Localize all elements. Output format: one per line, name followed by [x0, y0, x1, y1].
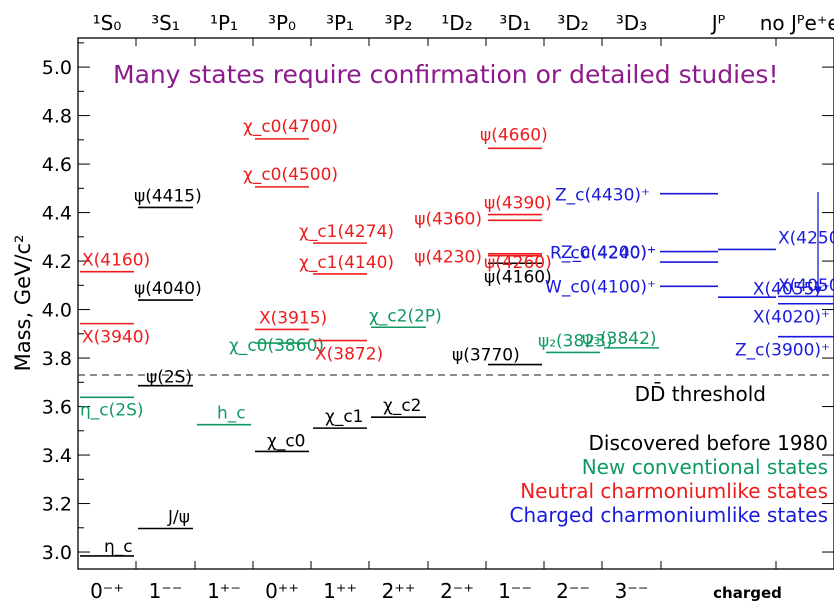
- state-label: J/ψ: [167, 508, 190, 528]
- state-label: X(4020)⁺: [753, 308, 830, 328]
- y-tick-label: 3.2: [42, 494, 72, 516]
- state-label: χ_c2(2P): [369, 306, 442, 326]
- y-axis-label: Mass, GeV/c²: [11, 235, 35, 372]
- y-tick-label: 3.0: [42, 542, 72, 564]
- state-label: ψ(4360): [414, 209, 482, 229]
- top-column-label: no Jᴾe⁺e⁻: [760, 11, 834, 35]
- top-column-label: ¹P₁: [210, 11, 238, 35]
- state-label: R_c0(4240)⁺: [550, 244, 656, 264]
- state-label: Z_c(3900)⁺: [735, 341, 830, 361]
- bottom-column-label: 0⁻⁺: [90, 579, 124, 603]
- state-label: ψ(3770): [452, 346, 520, 366]
- y-tick-label: 4.0: [42, 300, 72, 322]
- state-label: W_c0(4100)⁺: [545, 277, 656, 297]
- state-label: X(4050)⁺: [778, 276, 834, 296]
- arrow-head-icon: [814, 286, 822, 295]
- top-column-label: ³D₂: [557, 11, 588, 35]
- top-column-label: ³P₁: [326, 11, 354, 35]
- state-label: ψ(4390): [484, 194, 552, 214]
- legend-entry: New conventional states: [582, 455, 828, 479]
- state-label: χ_c1(4274): [299, 222, 394, 242]
- state-label: X(3872): [315, 345, 383, 365]
- state-label: χ_c1(4140): [299, 253, 394, 273]
- state-label: ψ(4660): [480, 125, 548, 145]
- state-label: X(3915): [259, 308, 327, 328]
- legend-entry: Discovered before 1980: [588, 431, 828, 455]
- y-tick-label: 4.4: [42, 203, 72, 225]
- state-label: ψ(2S): [146, 368, 192, 388]
- state-label: ψ(4040): [134, 279, 202, 299]
- y-tick-label: 4.2: [42, 251, 72, 273]
- state-label: X(4250)⁺: [778, 228, 834, 248]
- state-label: χ_c2: [383, 396, 421, 416]
- bottom-column-label: 1⁺⁻: [207, 579, 241, 603]
- chart-annotation: Many states require confirmation or deta…: [113, 60, 778, 89]
- state-label: ψ(4260): [484, 253, 552, 273]
- state-label: ψ(4230): [414, 248, 482, 268]
- legend-entry: Charged charmoniumlike states: [510, 503, 828, 527]
- bottom-column-label: 0⁺⁺: [265, 579, 299, 603]
- y-tick-label: 5.0: [42, 57, 72, 79]
- bottom-column-label: 2⁺⁺: [382, 579, 416, 603]
- state-label: X(4055)⁺: [753, 279, 830, 299]
- state-label: h_c: [217, 404, 246, 424]
- state-label: η_c(2S): [80, 400, 144, 420]
- state-label: χ_c0: [267, 431, 305, 451]
- bottom-column-label: 3⁻⁻: [615, 579, 649, 603]
- top-column-label: ³S₁: [151, 11, 180, 35]
- top-column-label: Jᴾ: [710, 11, 726, 35]
- top-column-label: ¹D₂: [441, 11, 472, 35]
- state-label: ψ(4415): [134, 186, 202, 206]
- bottom-column-label: 1⁻⁻: [498, 579, 532, 603]
- top-column-label: ³D₃: [616, 11, 647, 35]
- state-label: χ_c0(4500): [243, 165, 338, 185]
- top-column-label: ³P₀: [268, 11, 296, 35]
- y-tick-label: 3.4: [42, 445, 72, 467]
- bottom-column-label: 1⁻⁻: [149, 579, 183, 603]
- bottom-column-label: charged: [713, 584, 782, 602]
- state-label: ψ₃(3842): [582, 329, 657, 349]
- state-label: X(3940): [82, 328, 150, 348]
- y-tick-label: 3.8: [42, 348, 72, 370]
- bottom-column-label: 1⁺⁺: [323, 579, 357, 603]
- top-column-label: ³D₁: [499, 11, 530, 35]
- state-label: χ_c0(4700): [243, 117, 338, 137]
- state-label: X(4160): [82, 251, 150, 271]
- state-label: η_c: [104, 537, 133, 557]
- state-label: χ_c1: [325, 407, 363, 427]
- state-label: χ_c0(3860): [229, 336, 324, 356]
- state-label: ψ(4160): [484, 267, 552, 287]
- bottom-column-label: 2⁻⁺: [440, 579, 474, 603]
- top-column-label: ³P₂: [384, 11, 412, 35]
- bottom-column-label: 2⁻⁻: [556, 579, 590, 603]
- legend-entry: Neutral charmoniumlike states: [520, 479, 828, 503]
- plot-frame: [77, 37, 834, 570]
- y-tick-label: 4.6: [42, 154, 72, 176]
- dd-threshold-label: DD̄ threshold: [635, 381, 766, 406]
- y-tick-label: 3.6: [42, 397, 72, 419]
- y-tick-label: 4.8: [42, 106, 72, 128]
- top-column-label: ¹S₀: [93, 11, 122, 35]
- state-label: Z_c(4200)⁺: [561, 243, 656, 263]
- state-label: Z_c(4430)⁺: [555, 186, 650, 206]
- state-label: ψ₂(3823): [538, 331, 613, 351]
